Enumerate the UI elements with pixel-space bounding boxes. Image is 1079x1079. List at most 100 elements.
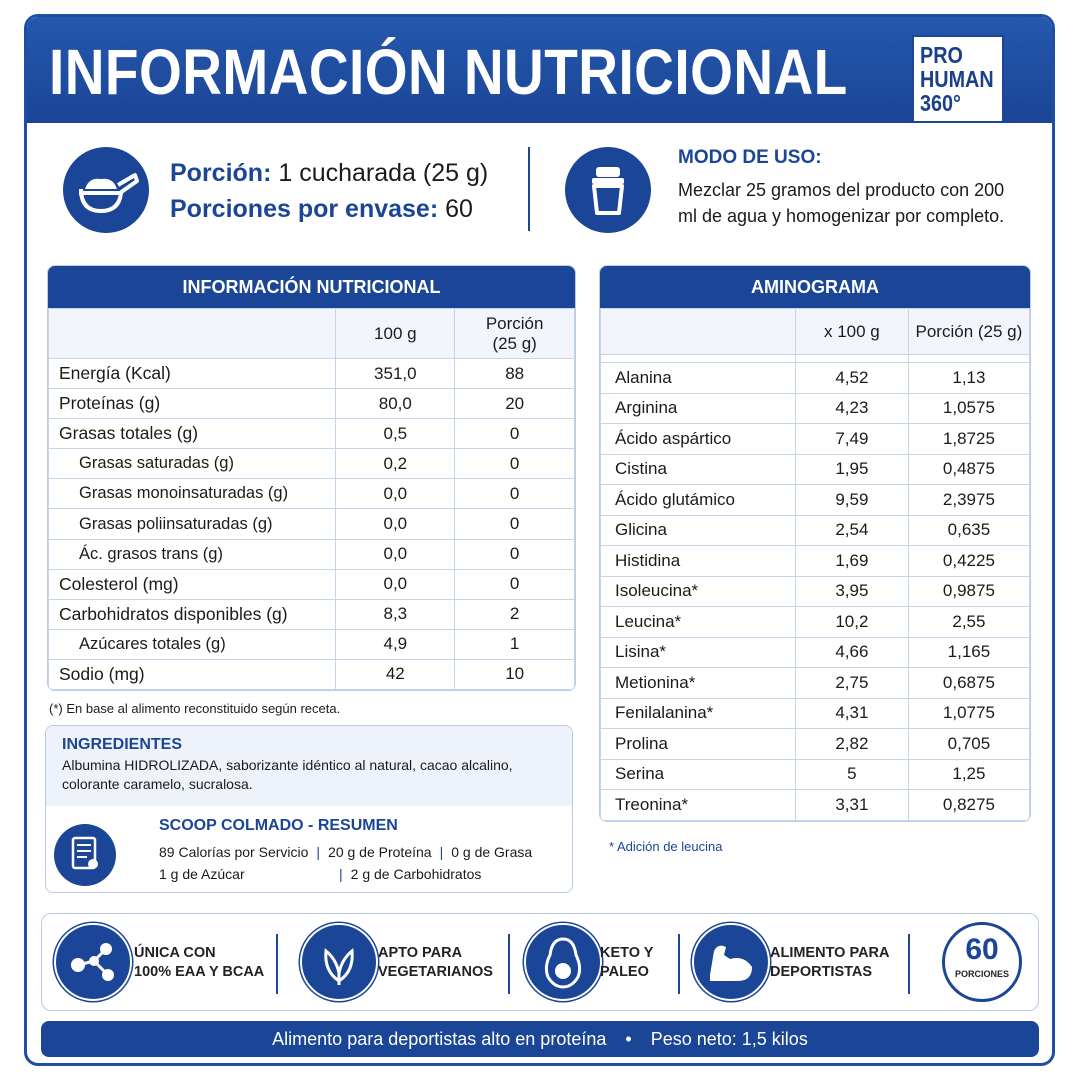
nutrient-label: Energía (Kcal)	[48, 357, 337, 390]
nutrient-value-portion: 0	[454, 538, 575, 570]
molecule-icon	[54, 923, 132, 1001]
table-row: Leucina* 10,2 2,55	[600, 606, 1030, 638]
amino-value-portion: 1,0575	[907, 392, 1030, 424]
brand-line-2: HUMAN	[920, 66, 994, 92]
feature-vegetarian-line2: VEGETARIANOS	[378, 964, 493, 980]
table-row: Cistina 1,95 0,4875	[600, 453, 1030, 485]
scoop-calories: 89 Calorías por Servicio	[159, 844, 309, 860]
nutrition-table-title: INFORMACIÓN NUTRICIONAL	[48, 266, 575, 308]
amino-value-100g: 7,49	[794, 423, 909, 455]
column-header-portion: Porción (25 g)	[454, 308, 575, 359]
table-row: Metionina* 2,75 0,6875	[600, 667, 1030, 699]
nutrient-value-100g: 8,3	[335, 598, 456, 630]
amino-value-portion: 2,3975	[907, 484, 1030, 516]
net-weight: Peso neto: 1,5 kilos	[650, 1029, 808, 1049]
brand-line-3: 360°	[920, 90, 961, 116]
feature-eaa-line1: ÚNICA CON	[134, 945, 216, 961]
table-row: Ác. grasos trans (g) 0,0 0	[48, 538, 575, 570]
amino-label: Lisina*	[600, 636, 796, 668]
feature-eaa: ÚNICA CON 100% EAA Y BCAA	[134, 944, 264, 982]
table-row: Grasas monoinsaturadas (g) 0,0 0	[48, 478, 575, 510]
amino-value-portion: 0,635	[907, 514, 1030, 546]
amino-label: Prolina	[600, 728, 796, 760]
amino-value-100g: 1,69	[794, 545, 909, 577]
column-header-blank	[600, 308, 796, 355]
shaker-icon	[565, 147, 651, 233]
nutrient-value-portion: 20	[454, 388, 575, 420]
amino-value-100g: 4,52	[794, 362, 909, 394]
nutrient-value-100g: 351,0	[335, 357, 456, 390]
scoop-row-1: 89 Calorías por Servicio | 20 g de Proteín…	[159, 844, 533, 860]
nutrient-value-portion: 0	[454, 568, 575, 600]
nutrient-label: Grasas totales (g)	[48, 418, 337, 450]
amino-label: Serina	[600, 758, 796, 790]
amino-value-100g: 4,66	[794, 636, 909, 668]
avocado-icon	[524, 923, 602, 1001]
nutrient-value-100g: 0,5	[335, 418, 456, 450]
servings-badge-label: PORCIONES	[954, 969, 1009, 979]
portion-value: 1 cucharada (25 g)	[278, 159, 489, 187]
nutrition-footnote: (*) En base al alimento reconstituido se…	[49, 701, 341, 716]
amino-value-portion: 0,6875	[907, 667, 1030, 699]
amino-value-portion: 1,8725	[907, 423, 1030, 455]
servings-value: 60	[445, 195, 473, 223]
nutrient-label: Proteínas (g)	[48, 388, 337, 420]
nutrient-value-portion: 0	[454, 418, 575, 450]
table-row: Prolina 2,82 0,705	[600, 728, 1030, 760]
feature-athletes-line2: DEPORTISTAS	[770, 964, 873, 980]
column-header-portion: Porción (25 g)	[907, 308, 1030, 355]
ingredients-box: INGREDIENTES Albumina HIDROLIZADA, sabor…	[45, 725, 573, 893]
nutrition-table: INFORMACIÓN NUTRICIONAL 100 g Porción (2…	[47, 265, 576, 692]
divider	[908, 934, 910, 994]
table-row: Isoleucina* 3,95 0,9875	[600, 575, 1030, 607]
nutrient-value-portion: 0	[454, 478, 575, 510]
ingredients-section: INGREDIENTES Albumina HIDROLIZADA, sabor…	[46, 726, 572, 806]
table-row: Arginina 4,23 1,0575	[600, 392, 1030, 424]
amino-value-portion: 0,8275	[907, 789, 1030, 821]
ingredients-title: INGREDIENTES	[62, 736, 183, 753]
column-header-blank	[48, 308, 337, 359]
product-description: Alimento para deportistas alto en proteí…	[272, 1029, 607, 1049]
nutrient-label: Azúcares totales (g)	[48, 628, 337, 660]
nutrient-label: Carbohidratos disponibles (g)	[48, 598, 337, 630]
divider	[276, 934, 278, 994]
header-banner: INFORMACIÓN NUTRICIONAL PRO HUMAN 360°	[27, 17, 1052, 123]
nutrient-value-portion: 88	[454, 357, 575, 390]
nutrient-label: Ác. grasos trans (g)	[48, 538, 337, 570]
amino-label: Metionina*	[600, 667, 796, 699]
nutrient-value-100g: 4,9	[335, 628, 456, 660]
scoop-icon	[63, 147, 149, 233]
amino-value-100g: 10,2	[794, 606, 909, 638]
nutrition-label-panel: INFORMACIÓN NUTRICIONAL PRO HUMAN 360° P…	[24, 14, 1055, 1066]
amino-value-portion: 0,4875	[907, 453, 1030, 485]
amino-value-portion: 1,0775	[907, 697, 1030, 729]
table-row: Energía (Kcal) 351,0 88	[48, 357, 575, 390]
amino-table-title: AMINOGRAMA	[600, 266, 1030, 308]
nutrient-label: Grasas saturadas (g)	[48, 448, 337, 480]
servings-label: Porciones por envase:	[170, 195, 439, 223]
scoop-carbs: 2 g de Carbohidratos	[350, 866, 482, 882]
document-icon	[54, 824, 116, 886]
divider	[508, 934, 510, 994]
amino-footnote: * Adición de leucina	[609, 839, 723, 854]
amino-value-100g: 2,75	[794, 667, 909, 699]
table-row: Glicina 2,54 0,635	[600, 514, 1030, 546]
nutrient-value-100g: 0,0	[335, 478, 456, 510]
nutrient-label: Sodio (mg)	[48, 658, 337, 691]
table-row: Grasas totales (g) 0,5 0	[48, 418, 575, 450]
nutrient-label: Grasas poliinsaturadas (g)	[48, 508, 337, 540]
amino-value-100g: 2,82	[794, 728, 909, 760]
amino-value-100g: 3,95	[794, 575, 909, 607]
portion-label: Porción:	[170, 159, 272, 187]
amino-label: Ácido aspártico	[600, 423, 796, 455]
feature-eaa-line2: 100% EAA Y BCAA	[134, 964, 265, 980]
table-row: Alanina 4,52 1,13	[600, 362, 1030, 394]
brand-line-1: PRO	[920, 42, 963, 68]
usage-title: MODO DE USO:	[678, 147, 822, 168]
table-row: Serina 5 1,25	[600, 758, 1030, 790]
table-row: Colesterol (mg) 0,0 0	[48, 568, 575, 600]
table-row: Proteínas (g) 80,0 20	[48, 388, 575, 420]
servings-badge-number: 60	[965, 933, 999, 966]
nutrient-value-portion: 0	[454, 448, 575, 480]
table-row: Ácido glutámico 9,59 2,3975	[600, 484, 1030, 516]
